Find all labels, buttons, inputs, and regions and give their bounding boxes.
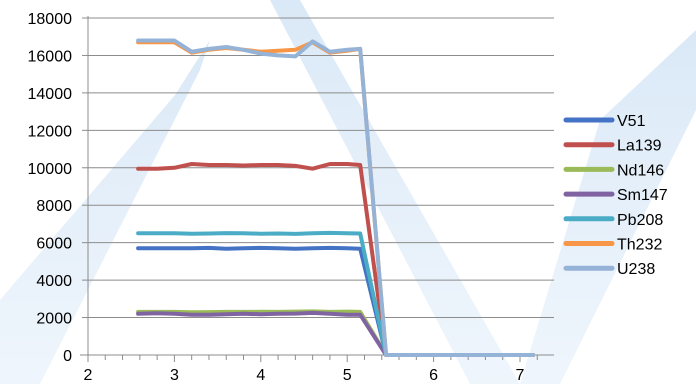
legend-label: Th232 <box>617 237 662 254</box>
x-tick-label: 5 <box>343 367 352 384</box>
y-tick-label: 0 <box>63 348 72 365</box>
x-tick-label: 7 <box>516 367 525 384</box>
legend-label: Pb208 <box>617 212 663 229</box>
y-tick-label: 14000 <box>28 86 73 103</box>
x-tick-label: 2 <box>84 367 93 384</box>
y-tick-label: 18000 <box>28 11 73 28</box>
legend: V51 La139 Nd146 Sm147 Pb208 Th232 U238 <box>563 113 668 278</box>
y-tick-label: 10000 <box>28 161 73 178</box>
y-tick-label: 16000 <box>28 48 73 65</box>
y-tick-label: 4000 <box>36 273 72 290</box>
x-tick-labels: 2 3 4 5 6 7 <box>84 367 525 384</box>
legend-label: V51 <box>617 113 646 130</box>
y-tick-label: 2000 <box>36 311 72 328</box>
legend-label: Sm147 <box>617 187 668 204</box>
x-tick-label: 6 <box>429 367 438 384</box>
legend-label: U238 <box>617 261 655 278</box>
legend-label: Nd146 <box>617 162 664 179</box>
x-tick-label: 4 <box>256 367 265 384</box>
y-tick-label: 8000 <box>36 198 72 215</box>
y-tick-label: 6000 <box>36 236 72 253</box>
gridlines <box>88 17 554 319</box>
series-line-u238 <box>136 38 535 357</box>
x-tick-label: 3 <box>170 367 179 384</box>
y-tick-label: 12000 <box>28 123 73 140</box>
y-tick-labels: 0 2000 4000 6000 8000 10000 12000 14000 16000 180… <box>28 11 73 365</box>
legend-label: La139 <box>617 138 662 155</box>
series-lines <box>136 38 535 357</box>
